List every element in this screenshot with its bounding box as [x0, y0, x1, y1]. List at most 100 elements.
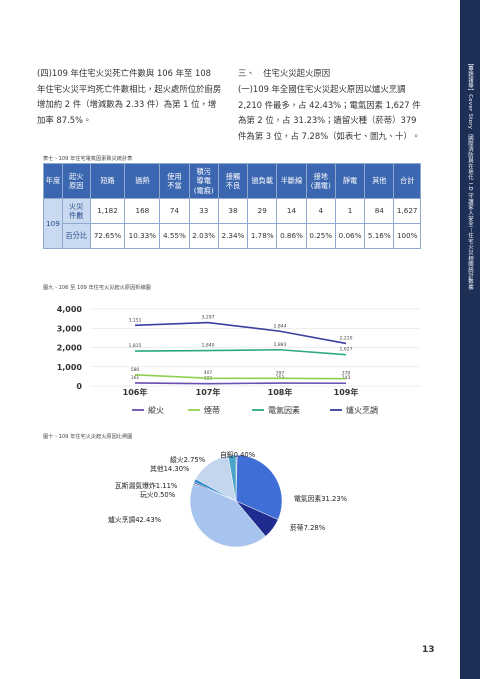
table-wrap: 年度 起火 原因 短路 過熱 使用 不當 積污 導電 (電痕) 接觸 不良 過負載 半斷線 接地 …	[43, 163, 421, 249]
line-chart: 0 1,000 2,000 3,000 4,000 106年 107年 108年 109年 161…	[57, 305, 420, 415]
right-paragraph: (一)109 年全國住宅火災起火原因以爐火烹調 2,210 件最多，占 42.4…	[238, 84, 421, 141]
table-row: 百分比 72.65% 10.33% 4.55% 2.03% 2.34% 1.78% 0.86%…	[44, 223, 421, 249]
data-label: 3,297	[202, 315, 215, 321]
pie-category: 玩火	[140, 491, 154, 499]
pie-category: 其他	[150, 464, 164, 473]
pie-label: 其他14.30%	[150, 464, 190, 473]
cell: 100%	[393, 223, 421, 249]
pie-label: 爐火烹調42.43%	[108, 515, 162, 524]
cell: 1,182	[89, 198, 126, 224]
figure9-caption: 圖九、106 至 109 年住宅火災起火原因折線圖	[43, 285, 151, 291]
y-tick-label: 1,000	[57, 363, 83, 372]
pie-slice	[235, 454, 283, 520]
cell: 1.78%	[247, 223, 278, 249]
figure10-caption: 圖十、109 年住宅火災起火原因比例圖	[43, 434, 133, 440]
cell: 168	[124, 198, 161, 224]
pie-label: 電氣因素31.23%	[294, 494, 348, 503]
table-row: 109 火災 件數 1,182 168 74 33 38 29 14 4 1 84 1,627	[43, 198, 421, 249]
legend-label: 煙蒂	[204, 405, 220, 415]
cell: 14	[276, 198, 307, 224]
cell: 5.16%	[364, 223, 395, 249]
header-cell: 接觸 不良	[217, 163, 249, 199]
y-tick-label: 3,000	[57, 324, 83, 333]
left-paragraph: (四)109 年住宅火災死亡件數與 106 年至 108 年住宅火災平均死亡件數…	[37, 68, 222, 125]
pie-category: 自殺	[220, 450, 234, 459]
page-number: 13	[422, 645, 435, 655]
header-row: 年度 起火 原因 短路 過熱 使用 不當 積污 導電 (電痕) 接觸 不良 過負載 半斷線 接地 …	[43, 163, 421, 199]
series-line	[134, 321, 347, 345]
x-tick-label: 109年	[334, 387, 359, 397]
x-tick-label: 107年	[196, 387, 221, 397]
x-tick-label: 106年	[123, 387, 148, 397]
header-cell: 接地 (漏電)	[305, 163, 336, 199]
data-label: 1,840	[202, 343, 215, 349]
row-label: 百分比	[61, 223, 91, 249]
table-caption: 表七、109 年住宅電氣因素致災統計表	[43, 156, 133, 162]
x-tick-label: 108年	[268, 387, 293, 397]
table: 年度 起火 原因 短路 過熱 使用 不當 積污 導電 (電痕) 接觸 不良 過負載 半斷線 接地 …	[43, 163, 421, 249]
pie-label: 菸蒂7.28%	[290, 523, 326, 532]
pie-value-label: 7.28%	[304, 524, 326, 532]
data-label: 161	[131, 375, 140, 381]
series-line	[134, 348, 347, 356]
sidebar: 【專題報導】Cover Story 國際消防與在地化 I.D 守護家人安全－住宅…	[460, 0, 480, 679]
y-tick-label: 0	[76, 382, 82, 391]
pie-value-label: 2.75%	[184, 456, 206, 464]
pie-value-label: 1.11%	[156, 482, 178, 490]
data-label: 1,883	[274, 342, 287, 348]
pie-value-label: 0.40%	[234, 451, 256, 459]
pie-value-label: 14.30%	[164, 465, 190, 473]
data-label: 397	[276, 370, 285, 376]
pie-value-label: 0.50%	[154, 491, 176, 499]
pie-label: 玩火0.50%	[140, 491, 176, 499]
cell: 38	[217, 198, 249, 224]
legend-label: 爐火烹調	[346, 405, 378, 415]
header-cell: 年度	[43, 163, 63, 199]
cell: 33	[188, 198, 219, 224]
series-line	[134, 374, 347, 380]
data-label: 1,815	[129, 343, 142, 349]
header-cell: 積污 導電 (電痕)	[188, 163, 219, 199]
header-cell: 其他	[364, 163, 395, 199]
cell: 74	[159, 198, 190, 224]
data-label: 2,210	[340, 335, 353, 341]
pie-label: 瓦斯漏氣爆炸1.11%	[115, 481, 178, 490]
cell: 2.34%	[217, 223, 249, 249]
cell: 1,627	[393, 198, 421, 224]
cell: 1	[334, 198, 366, 224]
pie-category: 爐火烹調	[108, 515, 135, 524]
data-label: 407	[204, 370, 213, 376]
pie-slice	[227, 454, 237, 502]
cell: 0.06%	[334, 223, 366, 249]
header-cell: 短路	[89, 163, 126, 199]
pie-value-label: 31.23%	[321, 495, 347, 503]
pie-slice	[189, 482, 266, 548]
cell: 72.65%	[89, 223, 126, 249]
pie-category: 電氣因素	[294, 494, 321, 503]
cell: 0.25%	[305, 223, 336, 249]
pie-chart: 自殺0.40% 電氣因素31.23% 菸蒂7.28% 爐火烹調42.43% 玩火0.50…	[108, 450, 348, 548]
data-label: 379	[342, 371, 351, 377]
data-label: 580	[131, 367, 140, 373]
header-cell: 使用 不當	[159, 163, 190, 199]
cell: 0.86%	[276, 223, 307, 249]
pie-category: 縱火	[170, 455, 184, 464]
header-cell: 起火 原因	[61, 163, 91, 199]
pie-label: 縱火2.75%	[170, 455, 206, 464]
sidebar-text: 【專題報導】Cover Story 國際消防與在地化 I.D 守護家人安全－住宅…	[467, 60, 473, 290]
legend-label: 電氣因素	[268, 405, 300, 415]
header-cell: 過負載	[247, 163, 278, 199]
pie-value-label: 42.43%	[135, 516, 161, 524]
cell: 4	[305, 198, 336, 224]
header-cell: 靜電	[334, 163, 366, 199]
y-tick-label: 4,000	[57, 305, 83, 314]
data-label: 3,151	[129, 317, 142, 323]
y-tick-label: 2,000	[57, 344, 83, 353]
header-cell: 合計	[393, 163, 421, 199]
pie-label: 自殺0.40%	[220, 450, 256, 459]
data-label: 1,627	[340, 347, 353, 353]
cell: 4.55%	[159, 223, 190, 249]
cell: 10.33%	[124, 223, 161, 249]
header-cell: 過熱	[124, 163, 161, 199]
